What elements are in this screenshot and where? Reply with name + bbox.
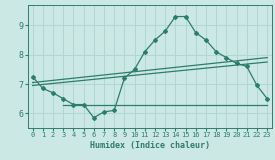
X-axis label: Humidex (Indice chaleur): Humidex (Indice chaleur) — [90, 141, 210, 150]
